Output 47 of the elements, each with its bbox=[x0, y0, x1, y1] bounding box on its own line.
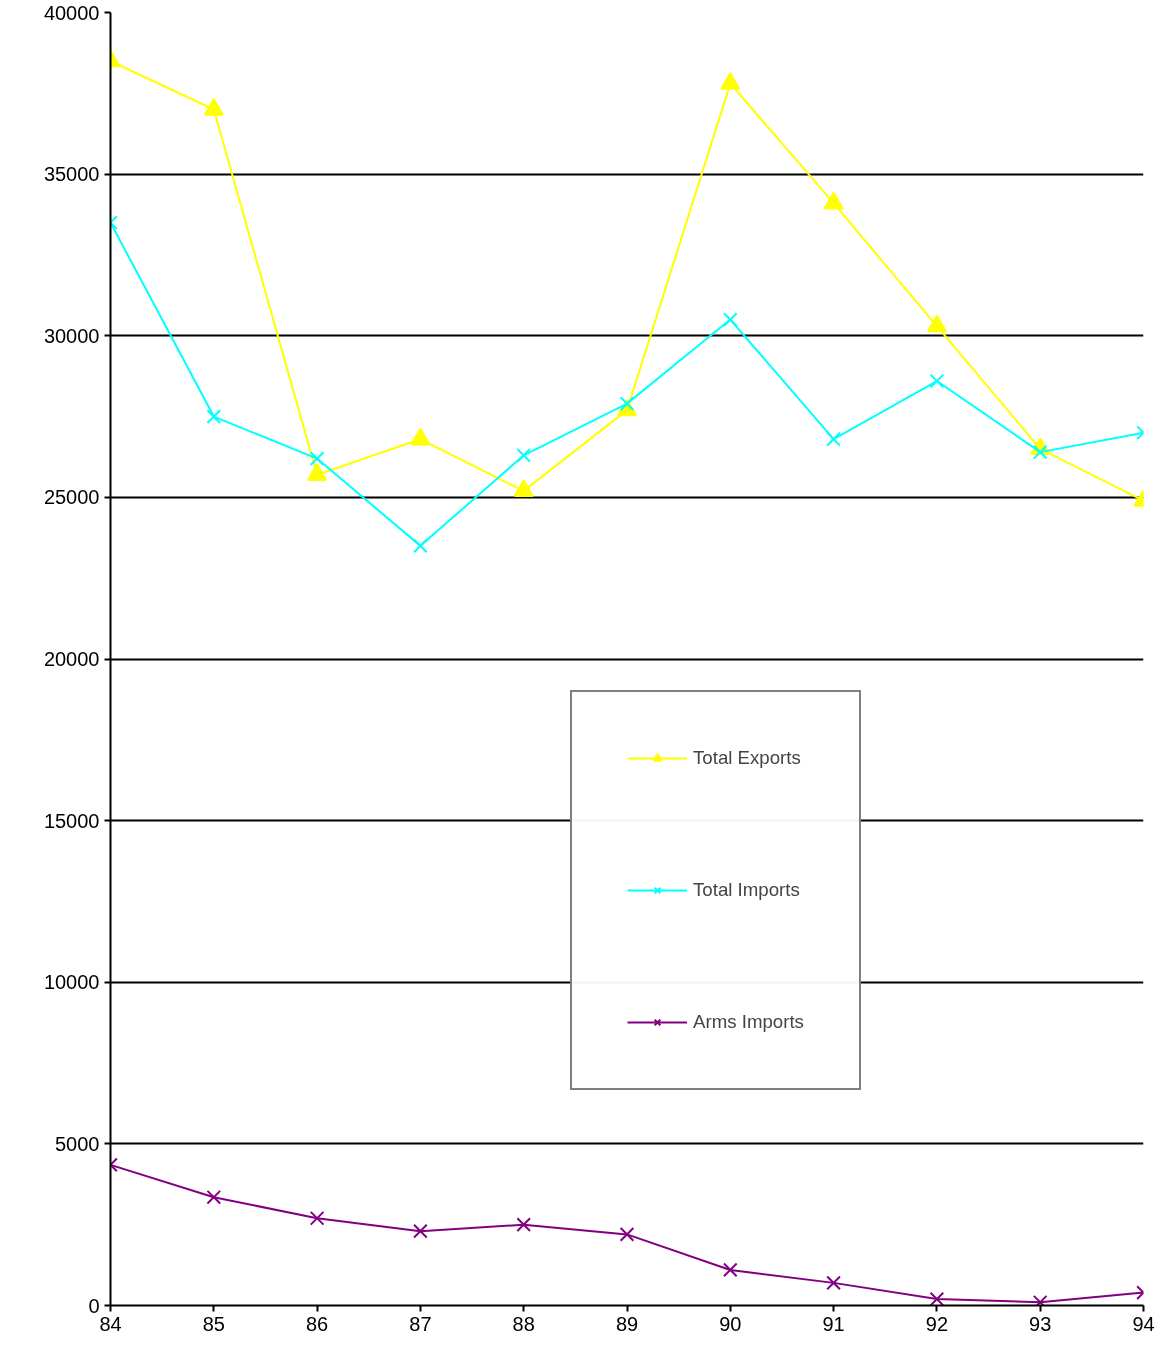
point bbox=[203, 98, 224, 116]
y-tick-label: 30000 bbox=[43, 324, 100, 347]
point bbox=[516, 447, 532, 463]
y-tick-label: 25000 bbox=[43, 486, 100, 509]
point bbox=[413, 1223, 428, 1239]
y-tick-label: 0 bbox=[88, 1294, 100, 1317]
point bbox=[513, 479, 534, 498]
point bbox=[206, 409, 222, 424]
y-tick-label: 10000 bbox=[43, 971, 100, 994]
point bbox=[722, 1262, 738, 1278]
legend-label: Total Exports bbox=[693, 747, 801, 769]
point bbox=[826, 1275, 841, 1291]
x-tick-label: 90 bbox=[719, 1312, 742, 1335]
x-tick-label: 94 bbox=[1132, 1312, 1155, 1335]
y-tick-label: 15000 bbox=[43, 809, 100, 832]
point bbox=[206, 1189, 222, 1205]
point bbox=[929, 1291, 945, 1306]
point bbox=[929, 373, 945, 389]
x-tick-label: 89 bbox=[615, 1312, 639, 1335]
x-tick-label: 91 bbox=[822, 1312, 845, 1335]
point bbox=[619, 396, 635, 411]
x-tick-label: 86 bbox=[305, 1312, 329, 1335]
y-tick-label: 5000 bbox=[55, 1132, 100, 1155]
x-tick-label: 85 bbox=[202, 1312, 225, 1335]
point bbox=[926, 314, 947, 333]
legend-label: Arms Imports bbox=[693, 1011, 804, 1033]
x-tick-label: 93 bbox=[1029, 1312, 1052, 1335]
point bbox=[410, 427, 431, 446]
point bbox=[309, 1210, 325, 1226]
point bbox=[720, 72, 741, 90]
x-tick-label: 88 bbox=[512, 1312, 535, 1335]
x-tick-label: 92 bbox=[925, 1312, 949, 1335]
point bbox=[722, 312, 738, 327]
y-tick-label: 35000 bbox=[43, 163, 100, 186]
point bbox=[413, 538, 428, 554]
point bbox=[516, 1217, 532, 1233]
point bbox=[307, 463, 328, 481]
point bbox=[619, 1227, 635, 1242]
x-tick-label: 87 bbox=[409, 1312, 432, 1335]
point bbox=[826, 431, 841, 447]
point bbox=[823, 191, 844, 210]
y-tick-label: 40000 bbox=[43, 1, 100, 24]
x-tick-label: 84 bbox=[99, 1312, 122, 1335]
point bbox=[1032, 444, 1048, 460]
point bbox=[309, 451, 325, 466]
y-tick-label: 20000 bbox=[43, 648, 100, 670]
legend-label: Total Imports bbox=[693, 879, 800, 901]
